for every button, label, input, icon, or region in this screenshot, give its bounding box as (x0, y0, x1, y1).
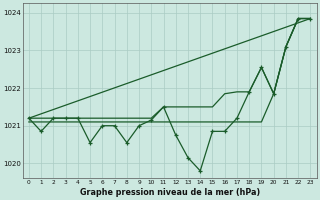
X-axis label: Graphe pression niveau de la mer (hPa): Graphe pression niveau de la mer (hPa) (79, 188, 260, 197)
